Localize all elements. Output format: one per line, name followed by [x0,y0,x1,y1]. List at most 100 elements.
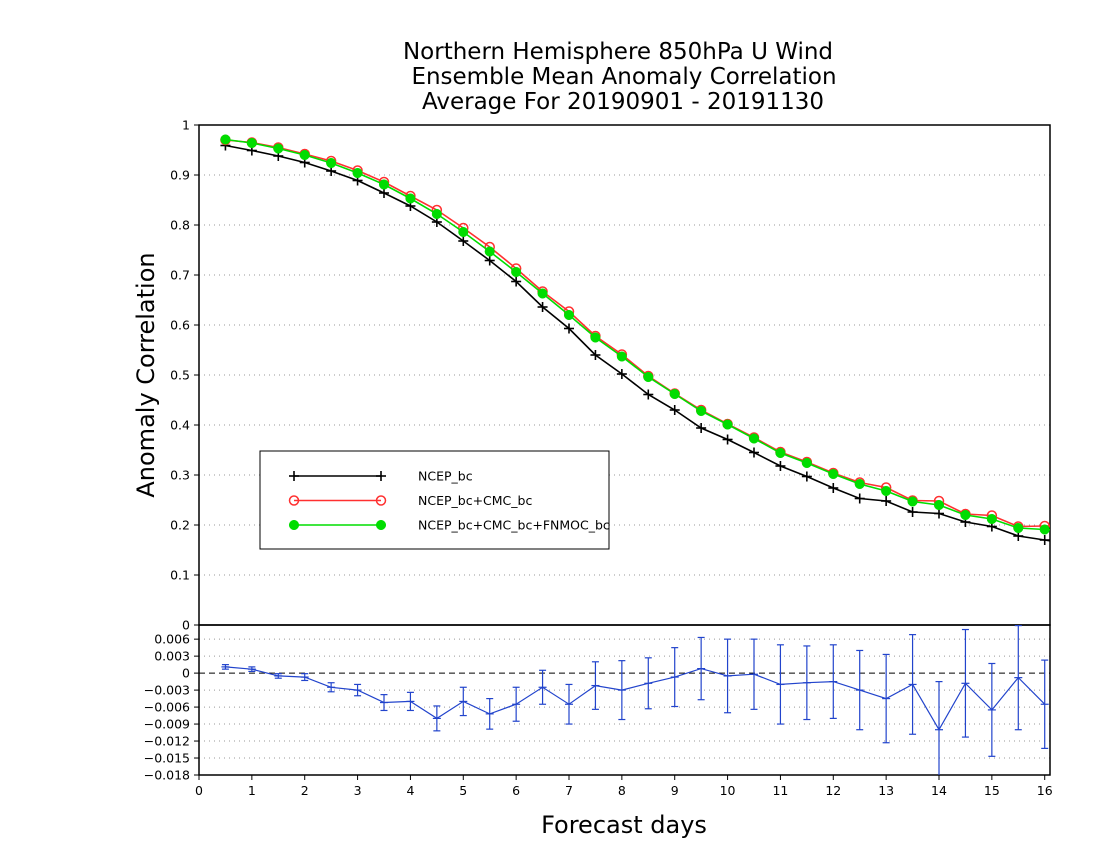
data-point-s2-8 [431,208,442,220]
y-tick-label: 0.8 [170,218,190,233]
data-point-s2-15 [616,351,627,362]
error-bar-28 [961,628,970,738]
data-point-s2-25 [881,485,892,497]
error-bar-20 [750,638,758,710]
y-tick-label: 0.5 [170,368,190,383]
y-axis-label: Anomaly Correlation [132,252,160,497]
data-point-s2-29 [986,513,997,525]
lower-plot-frame [198,624,1051,776]
x-tick-label: 2 [301,783,309,798]
y-tick-label: 0.2 [170,518,190,533]
data-point-s0-15 [616,369,627,379]
y-tick-label: 0.9 [170,168,190,183]
error-bar-3 [300,673,309,682]
error-bar-26 [908,634,917,735]
legend-marker-start-0 [289,471,299,481]
y-tick-label: −0.012 [144,734,190,749]
data-point-s0-26 [907,507,918,517]
legend-label-2: NCEP_bc+CMC_bc+FNMOC_bc [418,518,610,533]
data-point-s2-17 [669,388,680,400]
data-point-s2-16 [643,371,654,383]
data-point-s2-1 [246,137,257,149]
x-tick-label: 0 [195,783,203,798]
y-tick-label: 1 [182,118,190,133]
data-point-s0-22 [801,471,812,482]
y-tick-label: 0.1 [170,568,190,583]
upper-series-group [220,134,1051,545]
data-point-s0-6 [379,188,389,198]
x-tick-label: 13 [878,783,894,798]
x-tick-label: 12 [825,783,841,798]
x-tick-label: 14 [931,783,947,798]
data-point-s2-12 [537,288,548,299]
error-bar-1 [247,666,256,673]
data-point-s0-31 [1039,535,1050,545]
x-tick-label: 4 [406,783,414,798]
y-tick-label: −0.003 [144,683,190,698]
data-point-s2-6 [378,179,390,190]
error-bar-17 [670,647,679,708]
data-point-s2-2 [273,143,284,154]
data-point-s2-24 [854,478,865,490]
data-point-s2-28 [960,509,971,521]
error-bar-4 [327,682,336,693]
y-tick-label: −0.015 [144,751,190,766]
data-point-s2-9 [458,226,469,238]
y-tick-label: −0.006 [144,700,190,715]
data-point-s0-23 [828,483,839,493]
data-point-s0-21 [775,461,786,471]
error-bar-11 [512,686,521,722]
y-tick-label: 0 [182,666,190,681]
x-tick-label: 16 [1037,783,1053,798]
data-point-s2-13 [563,309,575,321]
error-bar-31 [1040,659,1049,749]
data-point-s0-11 [511,276,522,287]
data-point-s0-13 [564,323,574,334]
error-bar-23 [829,644,838,719]
x-tick-label: 6 [512,783,520,798]
data-point-s0-14 [590,350,601,360]
data-point-s2-10 [484,246,495,257]
x-tick-label: 9 [671,783,679,798]
error-bar-16 [644,657,653,710]
x-axis-label: Forecast days [541,811,707,839]
data-point-s2-22 [801,457,812,469]
error-bar-22 [802,645,811,721]
error-bar-12 [538,669,547,705]
y-tick-label: 0.7 [170,268,190,283]
legend-label-1: NCEP_bc+CMC_bc [418,493,532,508]
error-bar-9 [459,686,468,717]
x-tick-label: 5 [459,783,467,798]
error-bar-0 [221,664,230,670]
data-point-s2-31 [1039,524,1050,535]
error-bar-30 [1014,625,1023,731]
legend-marker-end-0 [376,471,386,481]
legend: NCEP_bc NCEP_bc+CMC_bc NCEP_bc+CMC_bc+FNMO… [259,450,610,550]
difference-line [225,666,1046,731]
error-bar-21 [776,644,785,725]
data-point-s2-23 [828,468,839,480]
error-bar-5 [353,683,362,697]
x-tick-label: 1 [248,783,256,798]
legend-marker-start-1 [288,495,300,506]
x-tick-label: 3 [354,783,362,798]
data-point-s0-16 [643,389,654,400]
data-point-s2-30 [1013,522,1024,534]
error-bar-14 [591,661,600,710]
y-tick-label: 0.4 [170,418,190,433]
data-point-s0-10 [484,255,495,266]
data-point-s0-20 [749,447,759,458]
error-bar-29 [987,662,996,757]
data-point-s2-27 [933,499,945,511]
chart-title-line-3: Average For 20190901 - 20191130 [422,89,824,115]
error-bar-7 [406,691,415,712]
data-point-s2-0 [220,134,231,145]
error-bar-10 [485,697,494,730]
data-point-s2-3 [299,149,310,161]
data-point-s0-9 [458,236,469,246]
lower-series-group [221,625,1049,775]
data-point-s2-19 [722,419,733,430]
error-bar-6 [380,694,388,712]
data-point-s2-26 [907,496,918,507]
